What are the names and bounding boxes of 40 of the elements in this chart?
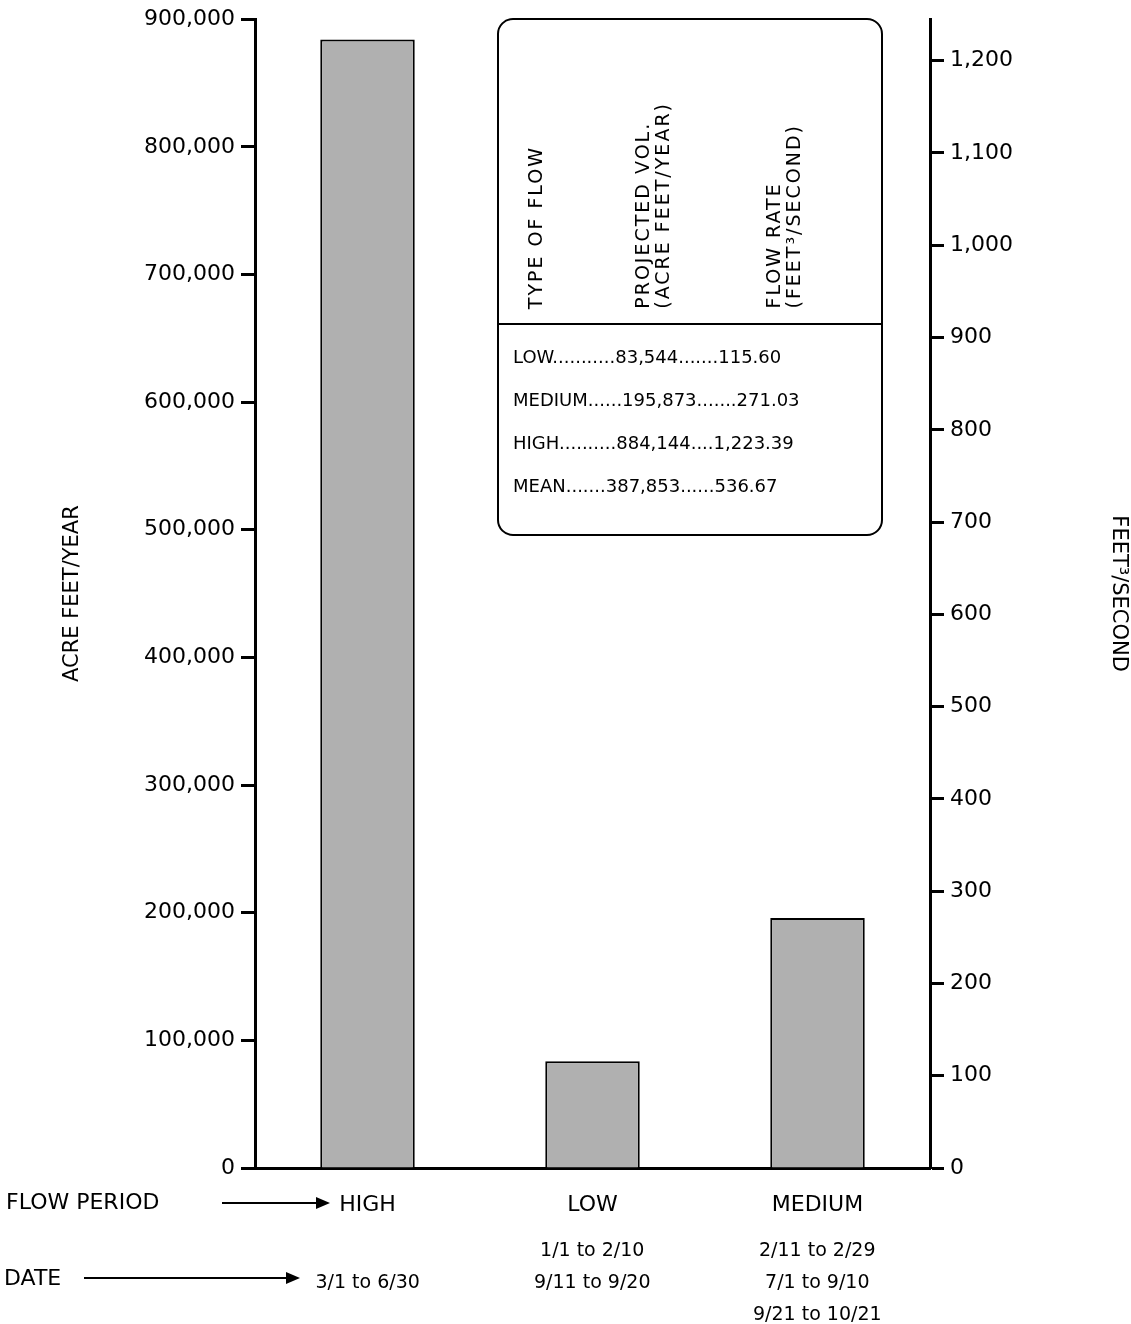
- annotation: FLOW RATE (FEET³/SECOND): [761, 124, 804, 309]
- annotation: HIGH..........884,144....1,223.39: [513, 432, 794, 453]
- annotation: PROJECTED VOL. (ACRE FEET/YEAR): [631, 102, 674, 309]
- y2-tick-label: 1,200: [950, 46, 1013, 72]
- text: DATE: [4, 1265, 62, 1290]
- x-tick-label: LOW: [567, 1190, 619, 1216]
- y2-tick-label: 700: [950, 507, 992, 533]
- text: 3/1 to 6/30: [315, 1269, 420, 1294]
- text: 2/11 to 2/29 7/1 to 9/10 9/21 to 10/21: [753, 1237, 882, 1324]
- y2-tick-label: 0: [950, 1153, 964, 1179]
- y2-tick-label: 1,100: [950, 138, 1013, 164]
- y2-tick-label: 1,000: [950, 230, 1013, 256]
- y2-tick-label: 200: [950, 969, 992, 995]
- y2-tick-label: 600: [950, 600, 992, 626]
- annotation: TYPE OF FLOW: [524, 145, 546, 309]
- annotation: MEAN.......387,853......536.67: [513, 475, 778, 496]
- y2-tick-label: 500: [950, 692, 992, 718]
- x-tick-label: HIGH: [339, 1190, 396, 1216]
- y-tick-label: 900,000: [144, 4, 235, 30]
- y2-tick-label: 900: [950, 323, 992, 349]
- y-tick-label: 700,000: [144, 260, 235, 286]
- y-tick-label: 500,000: [144, 515, 235, 541]
- y2-axis-title: FEET³/SECOND: [1107, 515, 1131, 672]
- y-tick-label: 0: [221, 1153, 235, 1179]
- y-tick-label: 800,000: [144, 132, 235, 158]
- y2-tick-label: 100: [950, 1061, 992, 1087]
- x-axis-title: FLOW PERIOD: [6, 1189, 160, 1214]
- y-axis-title: ACRE FEET/YEAR: [59, 505, 84, 682]
- y2-tick-label: 400: [950, 784, 992, 810]
- x-tick-label: MEDIUM: [771, 1190, 864, 1216]
- y-tick-label: 300,000: [144, 770, 235, 796]
- y-tick-label: 600,000: [144, 387, 235, 413]
- annotation: LOW...........83,544.......115.60: [513, 346, 782, 367]
- y2-tick-label: 300: [950, 876, 992, 902]
- text: 1/1 to 2/10 9/11 to 9/20: [534, 1237, 651, 1294]
- y2-tick-label: 800: [950, 415, 992, 441]
- y-tick-label: 200,000: [144, 898, 235, 924]
- y-tick-label: 400,000: [144, 643, 235, 669]
- y-tick-label: 100,000: [144, 1026, 235, 1052]
- annotation: MEDIUM......195,873.......271.03: [513, 389, 800, 410]
